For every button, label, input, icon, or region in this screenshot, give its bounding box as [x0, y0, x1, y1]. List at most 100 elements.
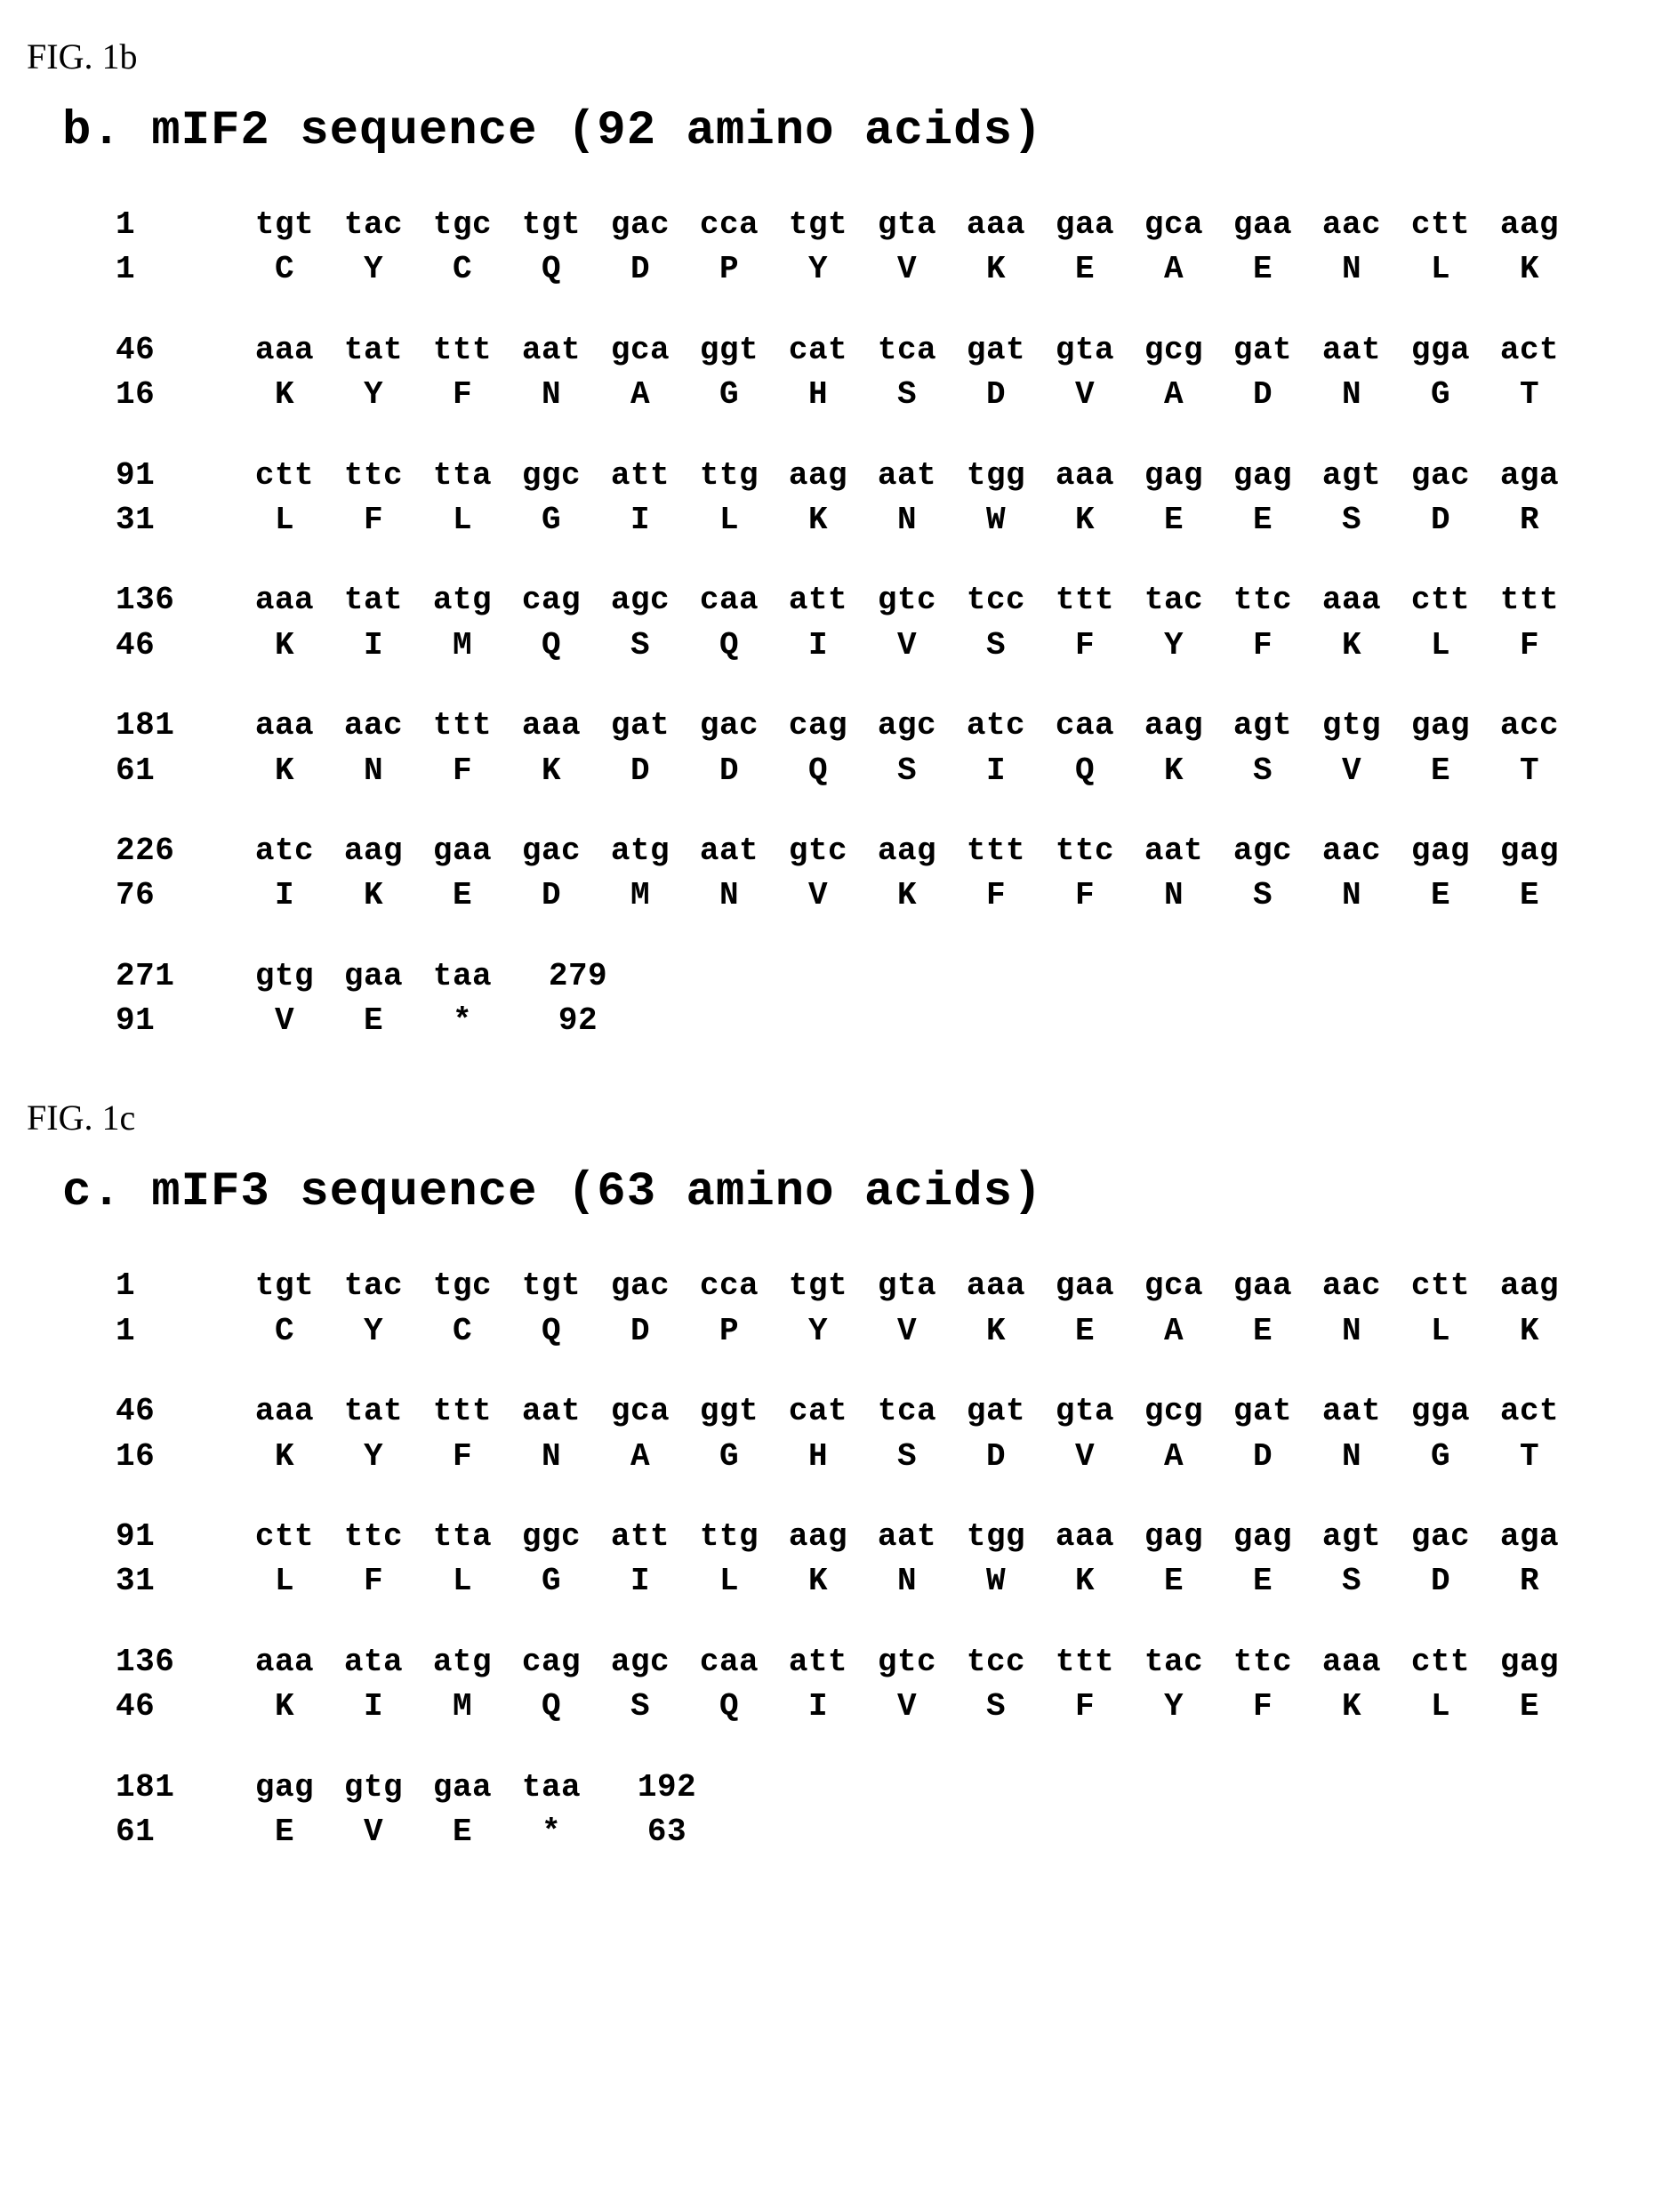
- amino-acid: E: [1485, 873, 1574, 918]
- codon: aaa: [1040, 1515, 1129, 1559]
- nt-start-position: 46: [116, 328, 240, 373]
- codon: gac: [596, 203, 685, 247]
- amino-acid: S: [951, 623, 1040, 668]
- codon: cag: [507, 578, 596, 623]
- codon: ctt: [1396, 578, 1485, 623]
- amino-acid: I: [774, 1685, 863, 1729]
- nt-start-position: 91: [116, 454, 240, 498]
- codon: gaa: [1218, 1264, 1307, 1308]
- amino-acid: A: [596, 373, 685, 417]
- amino-acid: G: [507, 1559, 596, 1604]
- amino-acid: F: [951, 873, 1040, 918]
- amino-acid: E: [1396, 873, 1485, 918]
- amino-acid: N: [329, 749, 418, 793]
- amino-acid: I: [951, 749, 1040, 793]
- aa-end-position: 30: [1592, 1435, 1654, 1479]
- amino-acid: E: [1218, 498, 1307, 543]
- amino-acid: M: [418, 623, 507, 668]
- amino-acid: F: [1040, 873, 1129, 918]
- amino-acid: V: [240, 999, 329, 1043]
- amino-acid: V: [863, 1309, 951, 1354]
- amino-acid: N: [863, 1559, 951, 1604]
- amino-acid: D: [951, 373, 1040, 417]
- codon: tgg: [951, 454, 1040, 498]
- amino-acid: K: [1040, 498, 1129, 543]
- amino-acid: Y: [1129, 623, 1218, 668]
- codon: gac: [1396, 454, 1485, 498]
- codon: aac: [329, 704, 418, 748]
- codon: aag: [329, 829, 418, 873]
- codon: gta: [1040, 328, 1129, 373]
- amino-acid: S: [951, 1685, 1040, 1729]
- codon: gag: [1396, 704, 1485, 748]
- sequence-line-group: 1tgttactgctgtgacccatgtgtaaaagaagcagaaaac…: [116, 1264, 1627, 1354]
- amino-acid: L: [1396, 1685, 1485, 1729]
- codon: cca: [685, 203, 774, 247]
- amino-acid: L: [418, 1559, 507, 1604]
- amino-acid: N: [1307, 247, 1396, 292]
- codon: tgt: [507, 1264, 596, 1308]
- amino-acid: C: [240, 247, 329, 292]
- codon: agt: [1307, 454, 1396, 498]
- amino-acid: V: [1040, 373, 1129, 417]
- amino-acid: N: [1307, 373, 1396, 417]
- codon: gga: [1396, 1389, 1485, 1434]
- codon: gta: [863, 1264, 951, 1308]
- codon: ttg: [685, 1515, 774, 1559]
- aa-end-position: 90: [1592, 873, 1654, 918]
- codon: agc: [596, 578, 685, 623]
- aa-start-position: 1: [116, 1309, 240, 1354]
- amino-acid: V: [863, 247, 951, 292]
- codon: gtc: [863, 578, 951, 623]
- amino-acid: I: [596, 498, 685, 543]
- amino-acid: F: [418, 1435, 507, 1479]
- codon: caa: [685, 1640, 774, 1685]
- amino-acid-row: 91VE*92: [116, 999, 1627, 1043]
- amino-acid: S: [863, 1435, 951, 1479]
- amino-acid: K: [240, 749, 329, 793]
- sequence-line-group: 46aaatattttaatgcaggtcattcagatgtagcggataa…: [116, 328, 1627, 418]
- amino-acid: G: [685, 1435, 774, 1479]
- codon: aat: [1307, 1389, 1396, 1434]
- aa-start-position: 61: [116, 749, 240, 793]
- amino-acid: M: [596, 873, 685, 918]
- codon: tgg: [951, 1515, 1040, 1559]
- codon: aaa: [240, 328, 329, 373]
- codon: atg: [418, 578, 507, 623]
- amino-acid: I: [596, 1559, 685, 1604]
- codon: gat: [596, 704, 685, 748]
- codon: aaa: [1307, 578, 1396, 623]
- codon: tgt: [774, 203, 863, 247]
- figure-label: FIG. 1b: [27, 36, 1627, 77]
- codon: ctt: [240, 454, 329, 498]
- codon: ggc: [507, 454, 596, 498]
- codon: gaa: [418, 829, 507, 873]
- nucleotide-row: 1tgttactgctgtgacccatgtgtaaaagaagcagaaaac…: [116, 1264, 1627, 1308]
- codon: aag: [1485, 203, 1574, 247]
- amino-acid: V: [863, 1685, 951, 1729]
- amino-acid: K: [951, 1309, 1040, 1354]
- amino-acid: F: [418, 749, 507, 793]
- codon: ctt: [1396, 203, 1485, 247]
- sequence-line-group: 181gaggtggaataa19261EVE*63: [116, 1766, 1627, 1855]
- codon: gat: [951, 1389, 1040, 1434]
- codon: aac: [1307, 203, 1396, 247]
- amino-acid: D: [951, 1435, 1040, 1479]
- codon: gca: [596, 1389, 685, 1434]
- amino-acid-row: 1CYCQDPYVKEAENLK15: [116, 1309, 1627, 1354]
- amino-acid: A: [1129, 373, 1218, 417]
- amino-acid: L: [240, 1559, 329, 1604]
- codon: gag: [1396, 829, 1485, 873]
- codon: tgt: [240, 1264, 329, 1308]
- amino-acid: D: [1396, 1559, 1485, 1604]
- codon: aga: [1485, 1515, 1574, 1559]
- codon: cat: [774, 1389, 863, 1434]
- sequence-line-group: 91cttttcttaggcattttgaagaattggaaagaggagag…: [116, 1515, 1627, 1605]
- sequence-line-group: 136aaaataatgcagagccaaattgtctccttttacttca…: [116, 1640, 1627, 1730]
- codon: aaa: [1307, 1640, 1396, 1685]
- codon: gga: [1396, 328, 1485, 373]
- amino-acid: V: [1040, 1435, 1129, 1479]
- nt-end-position: 90: [1592, 1389, 1654, 1434]
- amino-acid: Y: [329, 373, 418, 417]
- amino-acid: E: [240, 1810, 329, 1854]
